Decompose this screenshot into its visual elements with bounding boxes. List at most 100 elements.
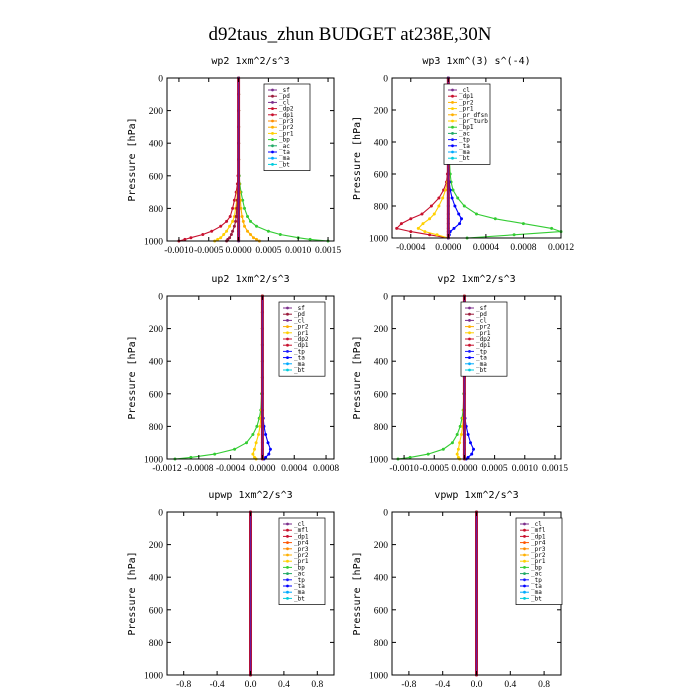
- legend-marker: [286, 337, 289, 341]
- chart-panel-1: wp2 1xm^2/s^3 Pressure [hPa] 0 200 400 600 800…: [127, 56, 341, 256]
- y-axis-label: Pressure [hPa]: [127, 117, 138, 201]
- series-point-pr2: [255, 237, 258, 241]
- legend-marker: [271, 101, 274, 104]
- series-point-pr1: [222, 233, 226, 236]
- series-point-pr1: [257, 433, 260, 436]
- legend-entry: _ac: [279, 143, 290, 150]
- x-tick-label: 0.0000: [249, 464, 275, 474]
- legend-marker: [271, 94, 274, 98]
- y-tick-label: 1000: [369, 235, 388, 245]
- series-point-pr1: [228, 224, 232, 228]
- y-tick-label: 400: [374, 358, 389, 368]
- legend-entry: _tp: [531, 577, 542, 584]
- x-tick-label: 0.4: [278, 680, 290, 690]
- x-tick-label: -0.0010: [164, 246, 194, 256]
- legend-entry: _sf: [294, 305, 305, 312]
- y-tick-label: 0: [383, 509, 388, 519]
- series-point-bp: [233, 447, 237, 451]
- x-tick-label: 0.0005: [482, 464, 508, 474]
- series-point-ta: [450, 196, 454, 200]
- legend-entry: _bp: [279, 137, 290, 144]
- legend-entry: _tp: [459, 137, 470, 144]
- legend-entry: _mfl: [294, 527, 309, 534]
- series-point-pr1: [258, 424, 262, 428]
- legend-entry: _pr2: [279, 124, 294, 131]
- series-point-ta: [470, 452, 474, 456]
- series-point-pr2: [249, 233, 252, 236]
- legend-entry: _pr1: [476, 330, 491, 337]
- legend: _cl_mfl_dp1_pr4_pr3_pr2_pr1_bp_ac_tp_ta_…: [515, 517, 563, 605]
- y-axis-label: Pressure [hPa]: [352, 116, 363, 200]
- series-point-ta: [267, 452, 271, 456]
- panel-title: wp3 1xm^(3) s^(-4): [422, 56, 530, 67]
- legend-entry: _bp: [294, 564, 305, 571]
- legend-entry: _ma: [459, 149, 470, 156]
- legend-marker: [286, 356, 289, 359]
- legend-entry: _ta: [459, 143, 470, 150]
- legend-entry: _ac: [294, 571, 305, 578]
- legend-entry: _sf: [279, 87, 290, 94]
- legend-marker: [286, 535, 289, 538]
- chart-panel-2: wp3 1xm^(3) s^(-4) Pressure [hPa] 0 200 400 6…: [352, 56, 574, 253]
- legend-entry: _cl: [459, 87, 470, 94]
- chart-panel-4: vp2 1xm^2/s^3 Pressure [hPa] 0 200 400 600 800…: [352, 274, 568, 474]
- y-tick-label: 400: [149, 574, 164, 584]
- series-point-bp: [456, 196, 460, 200]
- legend-marker: [468, 331, 471, 335]
- y-axis-label: Pressure [hPa]: [352, 551, 363, 635]
- series-point-pr2: [243, 224, 246, 228]
- legend-marker: [523, 535, 526, 538]
- series-point-pr1: [428, 217, 432, 221]
- x-tick-label: 0.0010: [285, 246, 311, 256]
- legend: _cl_mfl_dp1_pr4_pr3_pr2_pr1_bp_ac_tp_ta_…: [278, 517, 326, 605]
- series-point-pr1: [251, 452, 255, 456]
- y-tick-label: 200: [149, 325, 164, 335]
- series-point-bp: [245, 441, 248, 445]
- series-point-pr1: [444, 188, 447, 192]
- legend-marker: [271, 144, 274, 148]
- x-tick-label: 0.0008: [313, 464, 339, 474]
- series-point-pd: [234, 215, 238, 218]
- legend-marker: [523, 559, 526, 563]
- legend-marker: [286, 590, 289, 594]
- y-tick-label: 800: [149, 639, 164, 649]
- x-tick-label: -0.0005: [194, 246, 224, 256]
- legend-entry: _ta: [294, 583, 305, 590]
- legend-marker: [286, 350, 289, 353]
- legend-marker: [523, 547, 526, 551]
- x-tick-label: -0.4: [435, 680, 450, 690]
- series-point-bp: [455, 433, 459, 436]
- legend: _cl_dp1_pr2_pr1_pr_dfsn_pr_turb_bp1_ac_t…: [443, 83, 491, 165]
- legend-entry: _pr3: [294, 546, 309, 553]
- series-point-pr2: [239, 206, 243, 210]
- series-point-ta: [458, 222, 462, 226]
- y-tick-label: 0: [158, 293, 163, 303]
- legend-entry: _ac: [459, 130, 470, 137]
- y-tick-label: 0: [158, 509, 163, 519]
- legend-marker: [451, 156, 454, 160]
- y-tick-label: 1000: [144, 238, 163, 248]
- legend: _sf_pd_cl_dp2_dp1_pr3_pr2_pr1_bp_ac_ta_m…: [263, 83, 311, 171]
- legend-marker: [523, 590, 526, 594]
- panel-title: wp2 1xm^2/s^3: [211, 56, 289, 67]
- panel-title: vp2 1xm^2/s^3: [437, 274, 515, 285]
- x-tick-label: 0.0005: [255, 246, 281, 256]
- legend-marker: [286, 566, 289, 569]
- series-point-bp: [521, 222, 525, 226]
- series-point-ta: [472, 447, 475, 451]
- legend-marker: [271, 132, 274, 135]
- x-tick-label: 0.0010: [512, 464, 538, 474]
- legend-entry: _pr2: [294, 552, 309, 559]
- legend-entry: _pr3: [531, 546, 546, 553]
- legend-marker: [286, 572, 289, 575]
- legend-marker: [523, 553, 526, 557]
- legend-entry: _pr2: [476, 324, 491, 331]
- y-tick-label: 400: [374, 574, 389, 584]
- series-point-ta: [460, 217, 463, 221]
- legend-entry: _dp1: [531, 533, 546, 540]
- legend-marker: [451, 94, 454, 98]
- legend-entry: _tp: [294, 577, 305, 584]
- series-point-dp1: [228, 215, 232, 218]
- legend-entry: _pr4: [531, 540, 546, 547]
- series-point-bp: [249, 219, 252, 223]
